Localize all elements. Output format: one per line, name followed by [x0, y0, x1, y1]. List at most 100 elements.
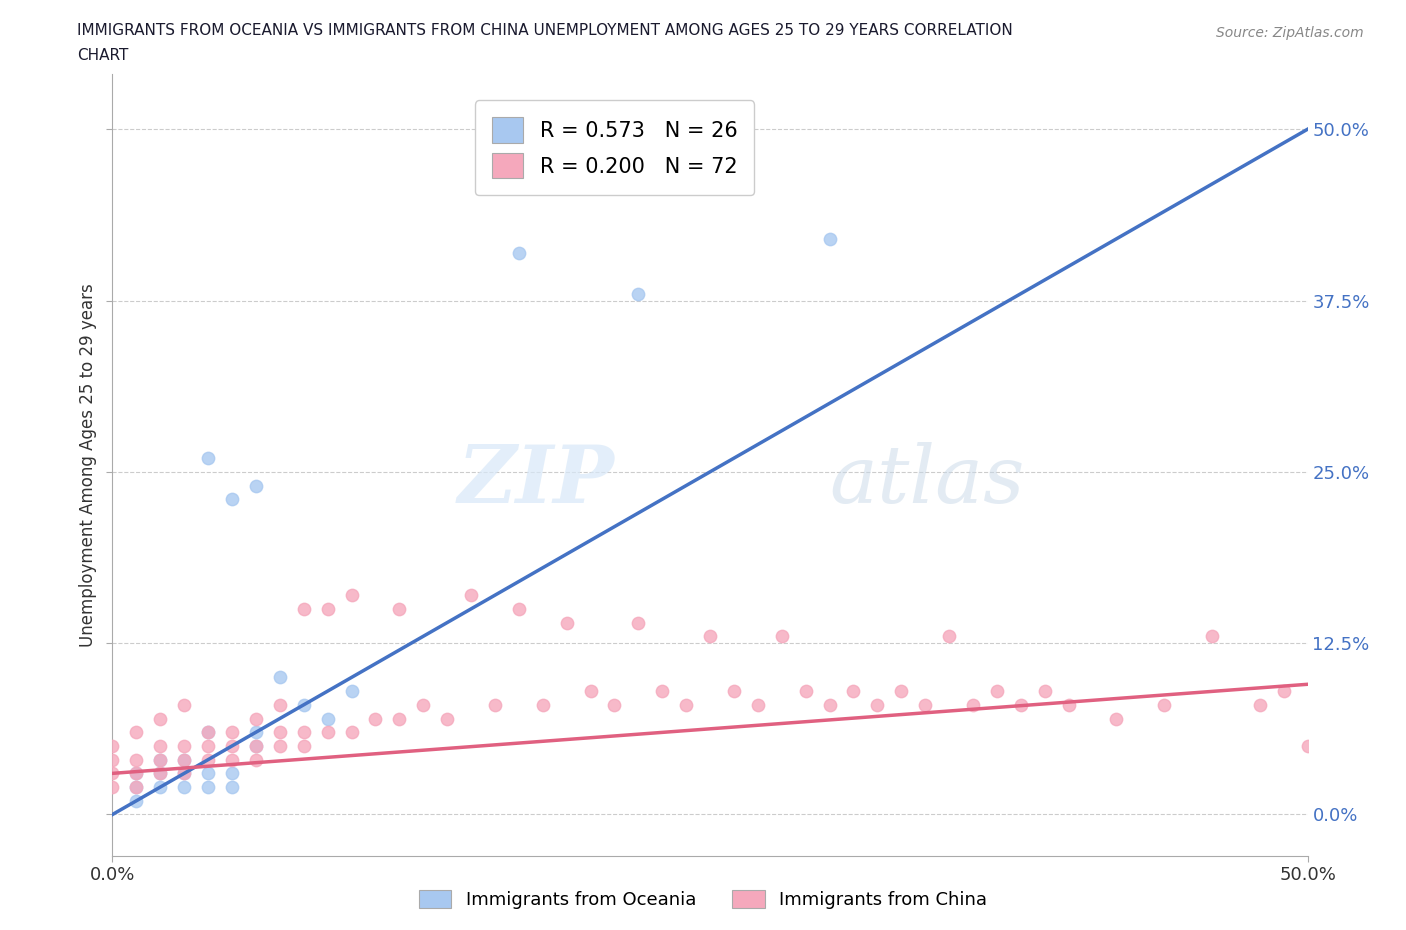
Point	[149, 766, 172, 781]
Point	[221, 779, 243, 794]
Point	[627, 286, 650, 301]
Point	[197, 724, 219, 739]
Point	[914, 698, 936, 712]
Point	[221, 738, 243, 753]
Point	[508, 246, 530, 260]
Point	[1201, 629, 1223, 644]
Point	[149, 779, 172, 794]
Point	[292, 602, 315, 617]
Point	[675, 698, 697, 712]
Point	[149, 738, 172, 753]
Point	[340, 724, 363, 739]
Point	[1272, 684, 1295, 698]
Point	[484, 698, 506, 712]
Point	[818, 698, 841, 712]
Point	[125, 793, 148, 808]
Point	[699, 629, 721, 644]
Point	[221, 492, 243, 507]
Point	[364, 711, 387, 726]
Point	[125, 752, 148, 767]
Point	[149, 766, 172, 781]
Point	[651, 684, 673, 698]
Point	[125, 766, 148, 781]
Text: ZIP: ZIP	[457, 442, 614, 519]
Point	[197, 779, 219, 794]
Point	[101, 752, 124, 767]
Point	[962, 698, 984, 712]
Text: atlas: atlas	[830, 442, 1025, 519]
Point	[221, 724, 243, 739]
Point	[245, 724, 267, 739]
Point	[245, 738, 267, 753]
Point	[125, 724, 148, 739]
Point	[460, 588, 482, 603]
Point	[770, 629, 793, 644]
Point	[245, 711, 267, 726]
Text: Source: ZipAtlas.com: Source: ZipAtlas.com	[1216, 26, 1364, 40]
Point	[555, 615, 578, 630]
Point	[818, 232, 841, 246]
Point	[173, 752, 195, 767]
Point	[173, 752, 195, 767]
Point	[197, 766, 219, 781]
Point	[269, 738, 291, 753]
Point	[1249, 698, 1271, 712]
Point	[269, 670, 291, 684]
Point	[125, 779, 148, 794]
Point	[125, 766, 148, 781]
Point	[125, 779, 148, 794]
Point	[794, 684, 817, 698]
Point	[101, 766, 124, 781]
Point	[890, 684, 912, 698]
Point	[149, 711, 172, 726]
Point	[173, 698, 195, 712]
Point	[149, 752, 172, 767]
Point	[173, 766, 195, 781]
Point	[340, 588, 363, 603]
Point	[197, 451, 219, 466]
Point	[269, 698, 291, 712]
Point	[627, 615, 650, 630]
Point	[1105, 711, 1128, 726]
Point	[388, 711, 411, 726]
Point	[197, 724, 219, 739]
Point	[221, 752, 243, 767]
Point	[245, 738, 267, 753]
Point	[1010, 698, 1032, 712]
Point	[866, 698, 889, 712]
Point	[531, 698, 554, 712]
Point	[292, 698, 315, 712]
Point	[316, 724, 339, 739]
Point	[316, 711, 339, 726]
Point	[603, 698, 626, 712]
Point	[101, 738, 124, 753]
Point	[197, 752, 219, 767]
Text: CHART: CHART	[77, 48, 129, 63]
Point	[245, 478, 267, 493]
Point	[101, 779, 124, 794]
Point	[1296, 738, 1319, 753]
Point	[436, 711, 458, 726]
Point	[508, 602, 530, 617]
Point	[173, 779, 195, 794]
Point	[292, 738, 315, 753]
Point	[938, 629, 960, 644]
Point	[173, 738, 195, 753]
Point	[1033, 684, 1056, 698]
Point	[388, 602, 411, 617]
Point	[579, 684, 602, 698]
Point	[245, 752, 267, 767]
Point	[340, 684, 363, 698]
Point	[1057, 698, 1080, 712]
Point	[269, 724, 291, 739]
Legend: Immigrants from Oceania, Immigrants from China: Immigrants from Oceania, Immigrants from…	[412, 883, 994, 916]
Legend: R = 0.573   N = 26, R = 0.200   N = 72: R = 0.573 N = 26, R = 0.200 N = 72	[475, 100, 754, 195]
Point	[221, 766, 243, 781]
Point	[1153, 698, 1175, 712]
Point	[723, 684, 745, 698]
Point	[316, 602, 339, 617]
Point	[842, 684, 865, 698]
Point	[173, 766, 195, 781]
Y-axis label: Unemployment Among Ages 25 to 29 years: Unemployment Among Ages 25 to 29 years	[79, 283, 97, 647]
Point	[292, 724, 315, 739]
